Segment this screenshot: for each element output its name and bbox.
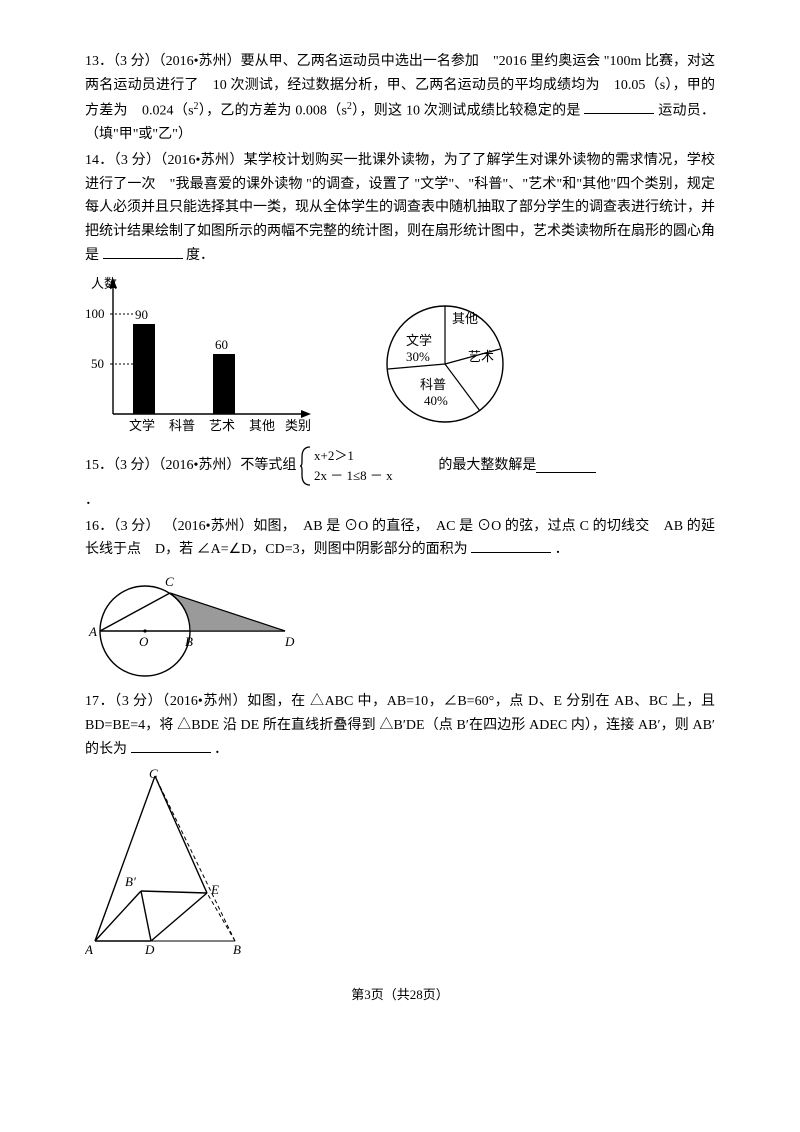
q15-brace: x+2＞1 2x － 1≤8 － x [300,445,420,487]
q15-eq-line1: x+2＞1 [314,448,354,463]
question-16: 16．（3 分） （2016•苏州）如图， AB 是 ⊙O 的直径， AC 是 … [85,515,715,563]
q14-charts: 人数 50 100 90 60 文学 科普 艺术 其他 类别 [85,274,715,439]
bar-cat-3: 其他 [249,418,275,433]
q16-lab-A: A [88,624,97,639]
pie-lab-kepu-pct: 40% [424,393,448,408]
q16-figure: A B C D O [85,566,315,686]
q17-blank [131,738,211,753]
bar-ylabel: 人数 [91,276,117,291]
pie-lab-yishu: 艺术 [468,349,494,364]
question-13: 13．（3 分）（2016•苏州）要从甲、乙两名运动员中选出一名参加 "2016… [85,50,715,147]
q15-mid: 的最大整数解是 [424,454,536,478]
bar-cat-2: 艺术 [209,418,235,433]
q17-lab-C: C [149,766,158,781]
q16-lab-O: O [139,634,149,649]
question-14: 14．（3 分）（2016•苏州）某学校计划购买一批课外读物，为了了解学生对课外… [85,149,715,268]
bar-ytick-50: 50 [91,356,104,371]
q17-tail: ． [214,742,228,757]
q16-lab-C: C [165,574,174,589]
bar-cat-1: 科普 [169,418,195,433]
bar-ytick-100: 100 [85,306,105,321]
bar-val-0: 90 [135,307,148,322]
q16-lab-B: B [185,634,193,649]
q17-lab-D: D [144,942,155,956]
q17-lab-Bp: B′ [125,874,136,889]
q17-figure: A B C D E B′ [85,766,275,956]
footer-mid: 页（共 [371,987,410,1002]
pie-lab-qita: 其他 [452,311,478,326]
q16-lab-D: D [284,634,295,649]
footer-suffix: 页） [423,987,449,1002]
q16-text: 16．（3 分） （2016•苏州）如图， AB 是 ⊙O 的直径， AC 是 … [85,519,715,558]
q15-tail: ． [85,489,715,513]
q13-text-c: ），则这 10 次测试成绩比较稳定的是 [352,103,581,118]
bar-cat-0: 文学 [129,418,155,433]
q17-lab-E: E [210,882,219,897]
q13-text-b: ），乙的方差为 0.008（s [199,103,347,118]
question-17: 17．（3 分）（2016•苏州）如图，在 △ABC 中，AB=10，∠B=60… [85,690,715,761]
bar-yishu [213,354,235,414]
footer-total: 28 [410,987,423,1002]
pie-chart: 文学 30% 其他 艺术 科普 40% [360,289,530,439]
bar-wenxue [133,324,155,414]
q15-blank [536,458,596,473]
q14-tail: 度． [186,248,214,263]
pie-lab-wenxue: 文学 [406,333,432,348]
q16-blank [471,538,551,553]
pie-lab-kepu: 科普 [420,377,446,392]
bar-chart: 人数 50 100 90 60 文学 科普 艺术 其他 类别 [85,274,320,439]
q15-prefix: 15．（3 分）（2016•苏州）不等式组 [85,454,296,478]
bar-xlabel: 类别 [285,418,311,433]
q17-lab-A: A [85,942,93,956]
q17-lab-B: B [233,942,241,956]
page-footer: 第3页（共28页） [85,984,715,1003]
footer-prefix: 第 [351,987,364,1002]
q13-blank [584,99,654,114]
q15-eq-line2: 2x － 1≤8 － x [314,468,393,483]
bar-val-2: 60 [215,337,228,352]
pie-lab-wenxue-pct: 30% [406,349,430,364]
q16-tail: ． [555,542,569,557]
question-15: 15．（3 分）（2016•苏州）不等式组 x+2＞1 2x － 1≤8 － x… [85,445,715,487]
q14-blank [103,244,183,259]
page-content: 13．（3 分）（2016•苏州）要从甲、乙两名运动员中选出一名参加 "2016… [0,0,800,1033]
